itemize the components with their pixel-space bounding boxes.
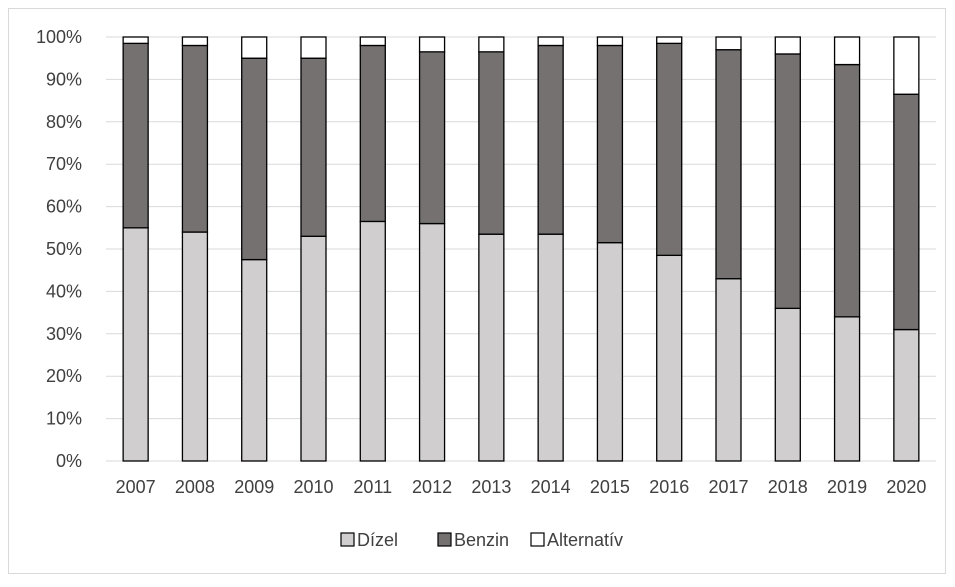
bar-segment-benzin — [656, 42, 683, 257]
bar-segment-benzin — [537, 44, 564, 235]
bar-segment-benzin — [478, 51, 505, 235]
bar-segment-benzin — [893, 93, 920, 331]
x-tick-label: 2010 — [293, 477, 333, 497]
bar-segment-alternatív — [418, 36, 446, 53]
bar-segment-benzin — [359, 44, 386, 223]
bar-segment-alternatív — [537, 36, 564, 47]
x-tick-label: 2016 — [649, 477, 689, 497]
x-tick-label: 2008 — [175, 477, 215, 497]
bar-segment-dízel — [656, 254, 683, 462]
bar-segment-dízel — [241, 258, 268, 462]
bar-segment-alternatív — [596, 36, 624, 47]
bar-segment-alternatív — [300, 36, 327, 59]
legend-swatch — [530, 532, 545, 547]
x-tick-label: 2019 — [827, 477, 867, 497]
gridlines — [106, 36, 936, 462]
bar-segment-alternatív — [893, 36, 920, 95]
x-tick-label: 2015 — [590, 477, 630, 497]
y-tick-label: 20% — [46, 366, 82, 386]
bar-segment-dízel — [122, 227, 149, 462]
bar-segment-dízel — [774, 307, 801, 462]
x-tick-label: 2020 — [886, 477, 926, 497]
x-tick-label: 2012 — [412, 477, 452, 497]
bar-segment-dízel — [181, 231, 209, 462]
bar-segment-benzin — [300, 57, 327, 237]
bar-segment-alternatív — [181, 36, 209, 47]
chart-area: 0% 10% 20% 30% 40% 50% 60% 70% 80% 90% 100% 2007 20… — [8, 8, 946, 574]
x-tick-label: 2018 — [768, 477, 808, 497]
x-tick-label: 2011 — [353, 477, 392, 497]
x-tick-label: 2017 — [708, 477, 748, 497]
bar-segment-alternatív — [359, 36, 386, 47]
legend-swatch — [340, 532, 355, 547]
y-tick-label: 70% — [46, 154, 82, 174]
bar-segment-benzin — [241, 57, 268, 261]
bar-segment-alternatív — [122, 36, 149, 45]
bar-segment-alternatív — [833, 36, 861, 66]
bar-segment-benzin — [418, 51, 446, 225]
legend-label: Alternatív — [547, 530, 623, 550]
y-tick-label: 30% — [46, 324, 82, 344]
x-tick-label: 2009 — [234, 477, 274, 497]
y-tick-label: 40% — [46, 281, 82, 301]
bar-segment-benzin — [833, 63, 861, 318]
bar-segment-alternatív — [656, 36, 683, 45]
bar-segment-alternatív — [715, 36, 742, 51]
x-tick-label: 2014 — [531, 477, 571, 497]
x-tick-label: 2013 — [471, 477, 511, 497]
bar-segment-dízel — [596, 241, 624, 462]
y-tick-label: 80% — [46, 112, 82, 132]
bar-segment-benzin — [122, 42, 149, 229]
bar-segment-benzin — [774, 53, 801, 310]
y-tick-label: 10% — [46, 409, 82, 429]
bar-segment-benzin — [596, 44, 624, 244]
bar-segment-dízel — [537, 233, 564, 462]
legend-label: Benzin — [454, 530, 509, 550]
bar-segment-benzin — [181, 44, 209, 233]
y-axis-ticks: 0% 10% 20% 30% 40% 50% 60% 70% 80% 90% 100% — [36, 27, 82, 471]
y-tick-label: 100% — [36, 27, 82, 47]
y-tick-label: 50% — [46, 239, 82, 259]
legend-label: Dízel — [357, 530, 398, 550]
legend-swatch — [437, 532, 452, 547]
bar-segment-dízel — [359, 220, 386, 462]
y-tick-label: 0% — [56, 451, 82, 471]
bar-segment-benzin — [715, 49, 742, 280]
bar-segment-alternatív — [774, 36, 801, 55]
bar-segment-dízel — [715, 278, 742, 462]
stacked-bar-chart: 0%10%20%30%40%50%60%70%80%90%100% 2007 20… — [36, 27, 936, 550]
bar-segment-alternatív — [478, 36, 505, 53]
bar-segment-dízel — [833, 316, 861, 462]
bar-segment-dízel — [418, 222, 446, 462]
legend: Dízel Benzin Alternatív — [340, 530, 623, 550]
bars — [122, 36, 920, 462]
bar-segment-dízel — [478, 233, 505, 462]
y-tick-label: 60% — [46, 197, 82, 217]
bar-segment-alternatív — [241, 36, 268, 59]
x-tick-label: 2007 — [116, 477, 156, 497]
bar-segment-dízel — [893, 328, 920, 462]
y-tick-label: 90% — [46, 69, 82, 89]
x-axis-ticks: 2007 2008 2009 2010 2011 2012 2013 2014 2015 2016… — [116, 477, 927, 497]
bar-segment-dízel — [300, 235, 327, 462]
